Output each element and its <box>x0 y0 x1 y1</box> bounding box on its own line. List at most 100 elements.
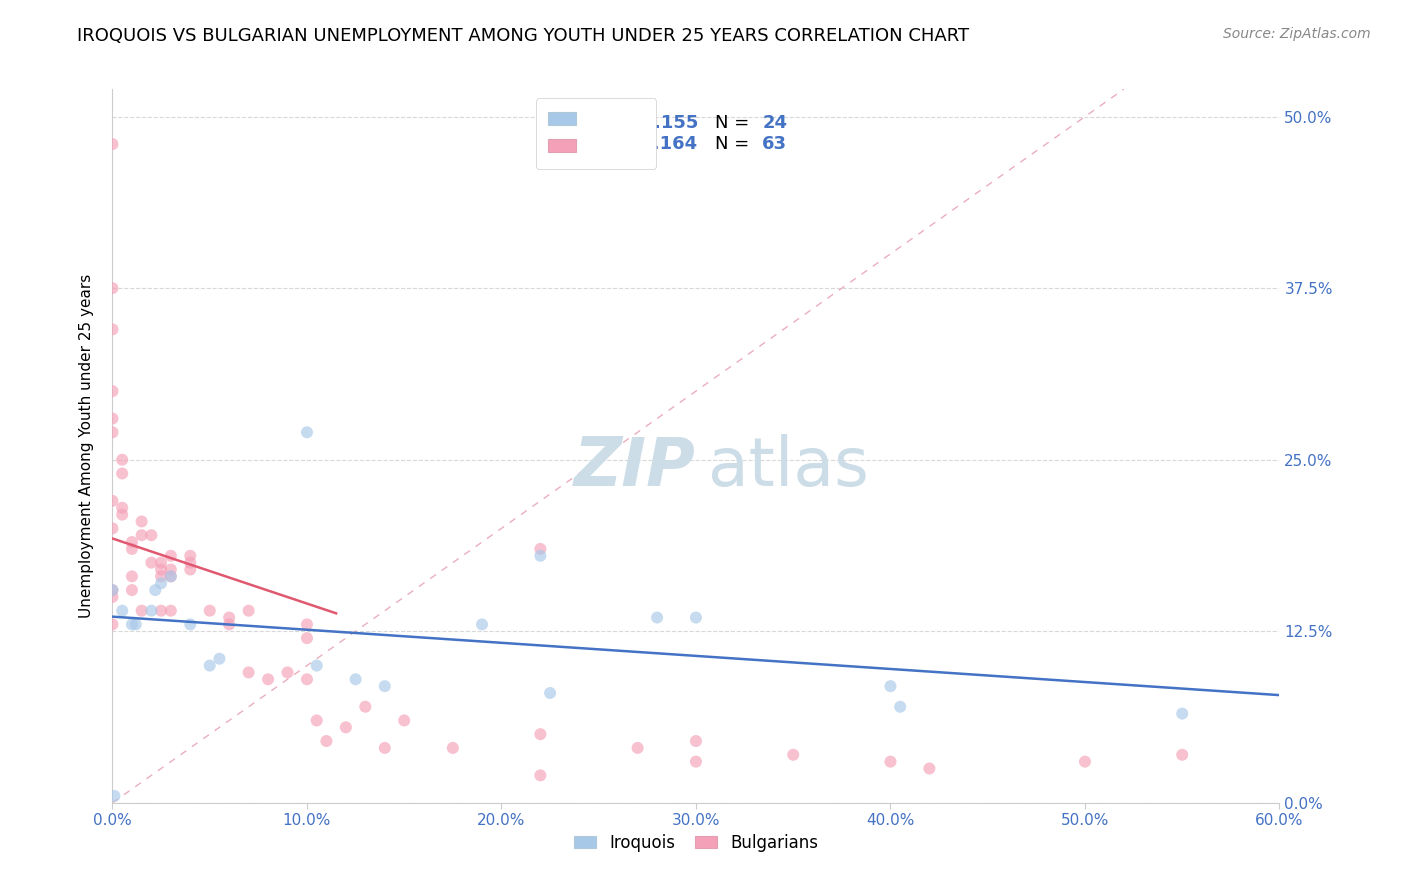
Point <box>879 679 901 693</box>
Point <box>685 734 707 748</box>
Point <box>101 521 124 535</box>
Text: IROQUOIS VS BULGARIAN UNEMPLOYMENT AMONG YOUTH UNDER 25 YEARS CORRELATION CHART: IROQUOIS VS BULGARIAN UNEMPLOYMENT AMONG… <box>77 27 970 45</box>
Point <box>101 590 124 604</box>
Point <box>238 604 260 618</box>
Point <box>198 658 221 673</box>
Point <box>295 673 318 687</box>
Point <box>198 604 221 618</box>
Point <box>160 562 183 576</box>
Point <box>218 617 240 632</box>
Point <box>179 549 201 563</box>
Point <box>160 549 183 563</box>
Point <box>101 494 124 508</box>
Point <box>111 467 134 481</box>
Point <box>685 755 707 769</box>
Point <box>143 583 166 598</box>
Text: N =: N = <box>716 114 755 132</box>
Text: atlas: atlas <box>707 434 869 500</box>
Point <box>160 569 183 583</box>
Point <box>121 569 143 583</box>
Y-axis label: Unemployment Among Youth under 25 years: Unemployment Among Youth under 25 years <box>79 274 94 618</box>
Point <box>101 411 124 425</box>
Point <box>101 137 124 152</box>
Point <box>101 384 124 398</box>
Text: R =: R = <box>569 114 609 132</box>
Text: R =: R = <box>569 135 609 153</box>
Point <box>295 425 318 440</box>
Point <box>782 747 804 762</box>
Point <box>335 720 357 734</box>
Legend: Iroquois, Bulgarians: Iroquois, Bulgarians <box>567 828 825 859</box>
Point <box>627 740 650 755</box>
Point <box>101 281 124 295</box>
Point <box>101 425 124 440</box>
Point <box>131 528 153 542</box>
Text: 24: 24 <box>762 114 787 132</box>
Text: -0.155: -0.155 <box>634 114 699 132</box>
Point <box>1074 755 1097 769</box>
Point <box>276 665 298 680</box>
Point <box>1171 747 1194 762</box>
Point <box>111 508 134 522</box>
Point <box>101 322 124 336</box>
Point <box>150 556 173 570</box>
Point <box>344 673 367 687</box>
Point <box>218 610 240 624</box>
Point <box>111 604 134 618</box>
Point <box>121 541 143 556</box>
Text: 0.164: 0.164 <box>634 135 697 153</box>
Point <box>529 727 551 741</box>
Point <box>257 673 280 687</box>
Point <box>394 714 416 728</box>
Point <box>374 740 396 755</box>
Text: Source: ZipAtlas.com: Source: ZipAtlas.com <box>1223 27 1371 41</box>
Point <box>141 604 163 618</box>
Point <box>131 515 153 529</box>
Point <box>374 679 396 693</box>
Point <box>179 556 201 570</box>
Point <box>121 617 143 632</box>
Text: 63: 63 <box>762 135 787 153</box>
Point <box>101 617 124 632</box>
Point <box>471 617 494 632</box>
Point <box>305 658 328 673</box>
Point <box>103 789 125 803</box>
Point <box>295 631 318 645</box>
Point <box>529 541 551 556</box>
Point <box>121 583 143 598</box>
Text: N =: N = <box>716 135 755 153</box>
Point <box>160 569 183 583</box>
Point <box>150 562 173 576</box>
Text: ZIP: ZIP <box>574 434 696 500</box>
Point <box>111 500 134 515</box>
Point <box>918 762 941 776</box>
Point <box>141 528 163 542</box>
Point <box>131 604 153 618</box>
Point <box>208 651 231 665</box>
Point <box>315 734 337 748</box>
Point <box>150 569 173 583</box>
Point <box>879 755 901 769</box>
Point <box>238 665 260 680</box>
Point <box>354 699 377 714</box>
Point <box>295 617 318 632</box>
Point <box>121 535 143 549</box>
Point <box>889 699 911 714</box>
Point <box>305 714 328 728</box>
Point <box>179 617 201 632</box>
Point <box>529 768 551 782</box>
Point <box>538 686 561 700</box>
Point <box>141 556 163 570</box>
Point <box>645 610 668 624</box>
Point <box>1171 706 1194 721</box>
Point <box>685 610 707 624</box>
Point <box>160 604 183 618</box>
Point <box>529 549 551 563</box>
Point <box>111 452 134 467</box>
Point <box>125 617 148 632</box>
Point <box>101 583 124 598</box>
Point <box>101 583 124 598</box>
Point <box>150 576 173 591</box>
Point <box>150 604 173 618</box>
Point <box>441 740 464 755</box>
